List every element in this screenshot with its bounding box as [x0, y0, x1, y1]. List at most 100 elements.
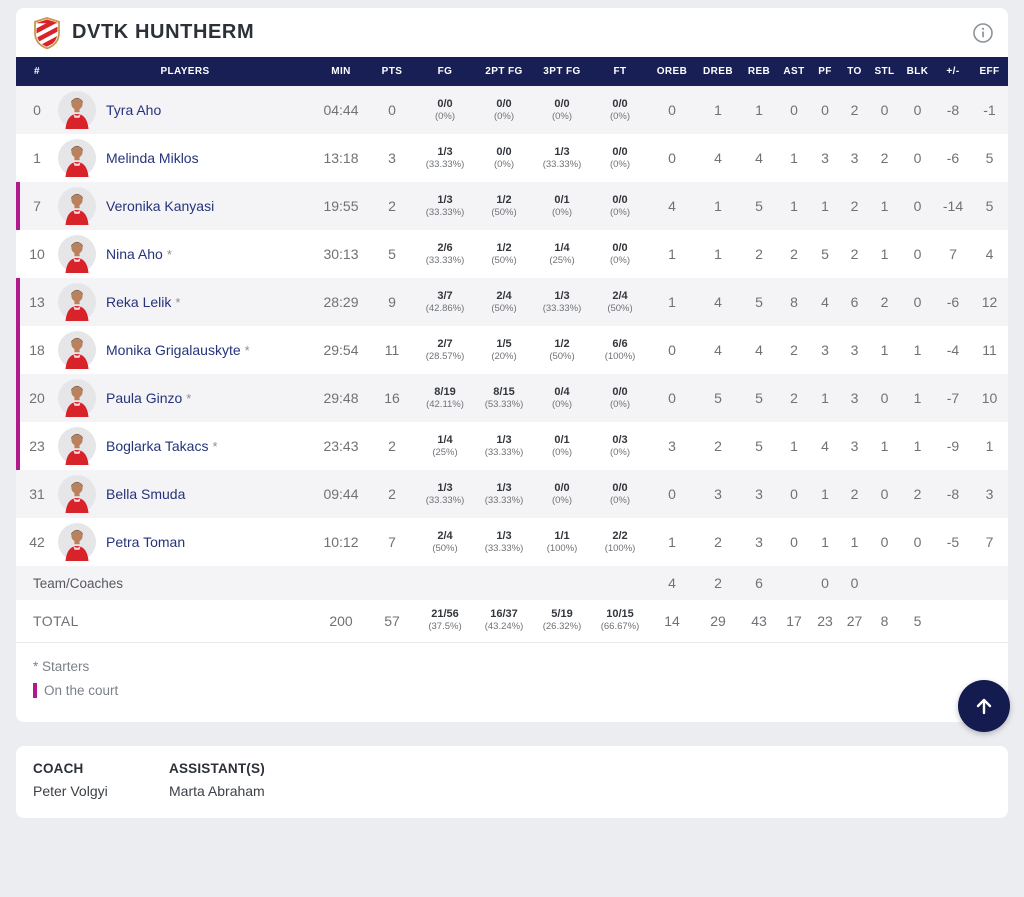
player-name[interactable]: Monika Grigalauskyte * [106, 342, 250, 358]
stat-ast: 2 [790, 390, 798, 406]
stat-to: 6 [850, 294, 859, 310]
player-name[interactable]: Tyra Aho [106, 102, 162, 118]
player-name[interactable]: Paula Ginzo * [106, 390, 192, 406]
stat-min: 23:43 [323, 438, 359, 454]
box-score-card: DVTK HUNTHERM # PLAYERS MIN PTS FG 2P [16, 8, 1008, 722]
player-name[interactable]: Bella Smuda [106, 486, 186, 502]
stat-eff: 12 [981, 294, 998, 310]
stat-blk: 1 [913, 390, 922, 406]
stat-dreb: 2 [714, 438, 722, 454]
player-name[interactable]: Boglarka Takacs * [106, 438, 218, 454]
stat-3ptfg: 1/3 (33.33%) [542, 289, 582, 314]
stat-fg: 1/4 (25%) [432, 433, 458, 458]
player-row: 31 Bella Smuda 09:44 2 1/3 (33.33%) [16, 470, 1008, 518]
info-icon [973, 22, 993, 43]
col-eff: EFF [971, 57, 1008, 86]
team-blk [900, 566, 935, 600]
stat-pf: 1 [821, 534, 829, 550]
team-coaches-row: Team/Coaches 4 2 6 0 0 [16, 566, 1008, 600]
stat-oreb: 1 [668, 534, 676, 550]
team-to: 0 [850, 575, 859, 591]
starter-asterisk: * [186, 391, 192, 406]
stat-plusminus: -4 [946, 342, 960, 358]
stat-eff: 5 [985, 198, 994, 214]
player-name[interactable]: Nina Aho * [106, 246, 172, 262]
stat-ft: 0/3 (0%) [609, 433, 631, 458]
player-cell: Nina Aho * [58, 230, 312, 278]
stat-3ptfg: 0/1 (0%) [551, 433, 573, 458]
stat-2ptfg: 1/3 (33.33%) [484, 481, 524, 506]
col-to: TO [840, 57, 869, 86]
player-number: 42 [29, 534, 45, 550]
stat-dreb: 2 [714, 534, 722, 550]
col-fg: FG [414, 57, 476, 86]
player-name[interactable]: Petra Toman [106, 534, 186, 550]
coach-name: Peter Volgyi [33, 782, 108, 799]
stat-ast: 1 [790, 150, 798, 166]
stat-stl: 0 [880, 534, 889, 550]
stat-reb: 2 [755, 246, 763, 262]
stat-oreb: 0 [668, 486, 676, 502]
stat-reb: 5 [755, 294, 763, 310]
stat-2ptfg: 0/0 (0%) [493, 97, 515, 122]
stat-dreb: 1 [714, 246, 722, 262]
stat-ft: 0/0 (0%) [609, 97, 631, 122]
stat-plusminus: -6 [946, 294, 960, 310]
stat-2ptfg: 8/15 (53.33%) [484, 385, 524, 410]
stat-pf: 3 [821, 342, 829, 358]
stat-3ptfg: 0/4 (0%) [551, 385, 573, 410]
stat-fg: 2/6 (33.33%) [425, 241, 465, 266]
stat-dreb: 4 [714, 294, 722, 310]
stat-oreb: 0 [668, 390, 676, 406]
stat-ft: 2/2 (100%) [604, 529, 636, 554]
stat-min: 04:44 [323, 102, 359, 118]
stat-eff: 11 [982, 342, 997, 358]
players-body: 0 Tyra Aho 04:44 0 0/0 (0%) 0/0 [16, 86, 1008, 566]
box-score-table: # PLAYERS MIN PTS FG 2PT FG 3PT FG FT OR… [16, 57, 1008, 643]
stat-reb: 5 [755, 438, 763, 454]
stat-reb: 5 [755, 390, 763, 406]
total-blk: 5 [913, 612, 922, 629]
player-name[interactable]: Reka Lelik * [106, 294, 181, 310]
info-icon-button[interactable] [970, 20, 996, 46]
stat-ft: 6/6 (100%) [604, 337, 636, 362]
stat-blk: 0 [913, 102, 922, 118]
col-blk: BLK [900, 57, 935, 86]
stat-reb: 3 [755, 486, 763, 502]
stat-2ptfg: 0/0 (0%) [493, 145, 515, 170]
up-arrow-icon [976, 698, 992, 715]
stat-pts: 16 [384, 390, 400, 406]
stat-stl: 0 [880, 390, 889, 406]
stat-stl: 1 [880, 438, 889, 454]
team-coaches-label: Team/Coaches [33, 575, 124, 591]
stat-blk: 1 [913, 438, 922, 454]
total-row: TOTAL 200 57 21/56 (37.5%) 16/37 (43.24%… [16, 600, 1008, 642]
stat-dreb: 1 [714, 102, 722, 118]
stat-stl: 2 [880, 294, 889, 310]
stat-stl: 1 [880, 198, 889, 214]
scroll-to-top-button[interactable] [958, 680, 1010, 732]
player-name[interactable]: Veronika Kanyasi [106, 198, 215, 214]
stat-blk: 0 [913, 294, 922, 310]
stat-reb: 3 [755, 534, 763, 550]
player-cell: Boglarka Takacs * [58, 422, 312, 470]
stat-stl: 1 [880, 246, 889, 262]
col-players: PLAYERS [58, 57, 312, 86]
player-row: 10 Nina Aho * 30:13 5 2/6 (33.33%) [16, 230, 1008, 278]
player-name[interactable]: Melinda Miklos [106, 150, 199, 166]
player-number: 7 [16, 182, 58, 230]
player-number: 18 [16, 326, 58, 374]
stat-eff: 7 [985, 534, 994, 550]
player-row: 1 Melinda Miklos 13:18 3 1/3 (33.33%) [16, 134, 1008, 182]
col-number: # [16, 57, 58, 86]
stat-blk: 0 [913, 150, 922, 166]
total-2ptfg: 16/37 (43.24%) [484, 608, 524, 633]
player-cell: Monika Grigalauskyte * [58, 326, 312, 374]
stat-fg: 2/4 (50%) [432, 529, 458, 554]
stat-dreb: 4 [714, 342, 722, 358]
stat-fg: 2/7 (28.57%) [425, 337, 465, 362]
stat-eff: 10 [981, 390, 998, 406]
stat-fg: 1/3 (33.33%) [425, 193, 465, 218]
stat-dreb: 3 [714, 486, 722, 502]
player-number: 20 [16, 374, 58, 422]
